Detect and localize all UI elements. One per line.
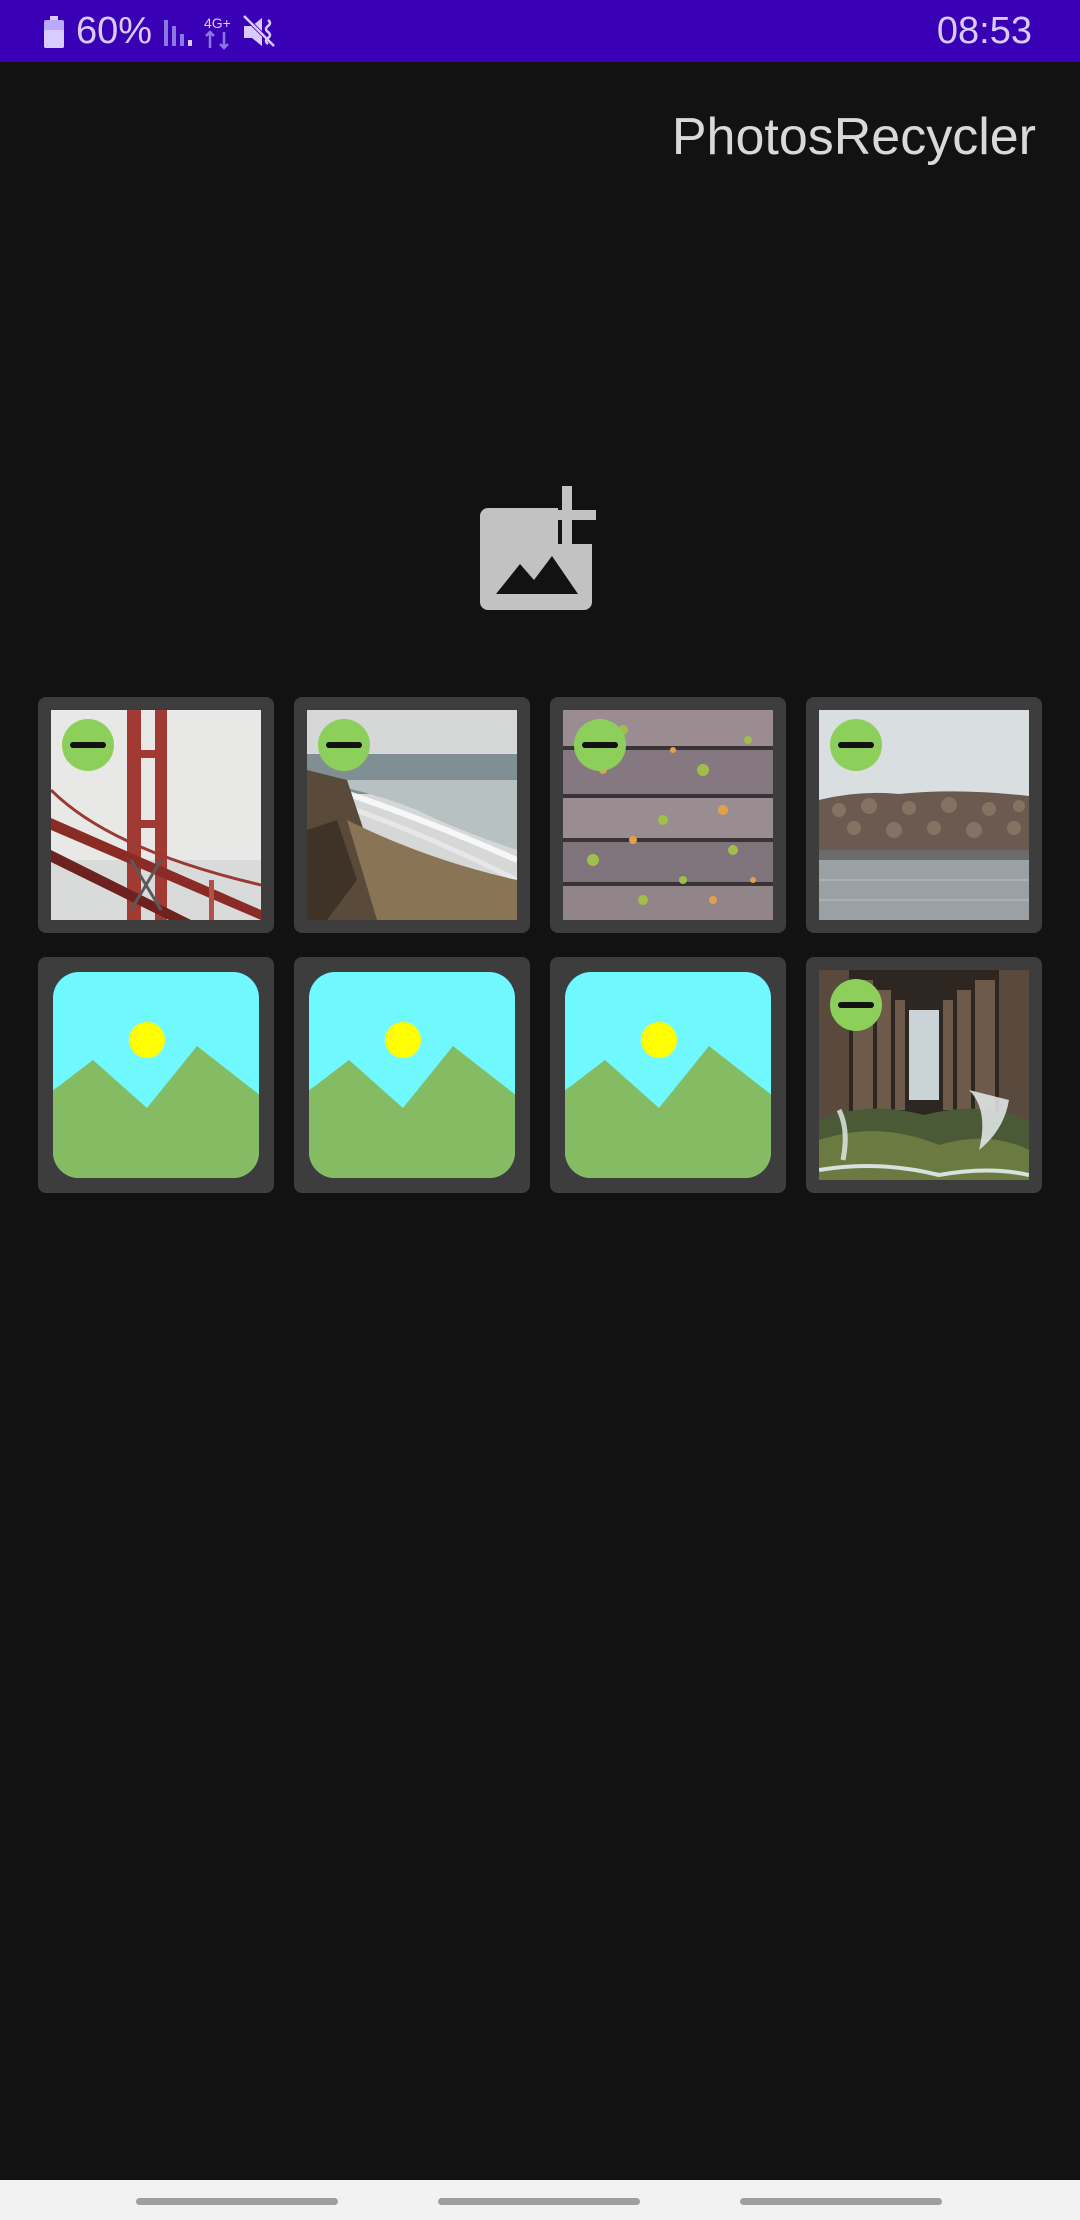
photo-tile[interactable] bbox=[294, 957, 530, 1193]
nav-home-button[interactable] bbox=[438, 2198, 640, 2205]
nav-back-button[interactable] bbox=[740, 2198, 942, 2205]
image-placeholder bbox=[307, 970, 517, 1180]
photo-tile[interactable] bbox=[550, 697, 786, 933]
photo-tile[interactable] bbox=[294, 697, 530, 933]
photo-tile[interactable] bbox=[806, 697, 1042, 933]
photo-tile[interactable] bbox=[550, 957, 786, 1193]
clock: 08:53 bbox=[936, 10, 1032, 52]
network-4g-icon: 4G+ bbox=[204, 15, 231, 50]
add-photo-button[interactable] bbox=[474, 480, 610, 616]
battery-level: 60% bbox=[76, 10, 153, 52]
nav-recents-button[interactable] bbox=[136, 2198, 338, 2205]
photo-tile[interactable] bbox=[806, 957, 1042, 1193]
remove-photo-button[interactable] bbox=[574, 719, 626, 771]
pier-underside-photo bbox=[819, 970, 1029, 1180]
remove-photo-button[interactable] bbox=[830, 719, 882, 771]
status-bar: 60% 4G+ 08:53 bbox=[0, 0, 1080, 62]
svg-text:4G+: 4G+ bbox=[204, 15, 231, 31]
app-title: PhotosRecycler bbox=[671, 108, 1036, 166]
remove-photo-button[interactable] bbox=[830, 979, 882, 1031]
remove-photo-button[interactable] bbox=[318, 719, 370, 771]
mute-icon bbox=[242, 14, 276, 48]
photo-tile[interactable] bbox=[38, 697, 274, 933]
minus-icon bbox=[582, 742, 618, 748]
photo-grid bbox=[38, 697, 1042, 1193]
image-placeholder bbox=[563, 970, 773, 1180]
signal-icon bbox=[164, 20, 192, 46]
add-photo-icon bbox=[480, 486, 596, 610]
minus-icon bbox=[838, 742, 874, 748]
minus-icon bbox=[326, 742, 362, 748]
image-placeholder bbox=[51, 970, 261, 1180]
photo-tile[interactable] bbox=[38, 957, 274, 1193]
navigation-bar bbox=[0, 2180, 1080, 2220]
remove-photo-button[interactable] bbox=[62, 719, 114, 771]
battery-icon bbox=[44, 16, 64, 48]
minus-icon bbox=[838, 1002, 874, 1008]
minus-icon bbox=[70, 742, 106, 748]
